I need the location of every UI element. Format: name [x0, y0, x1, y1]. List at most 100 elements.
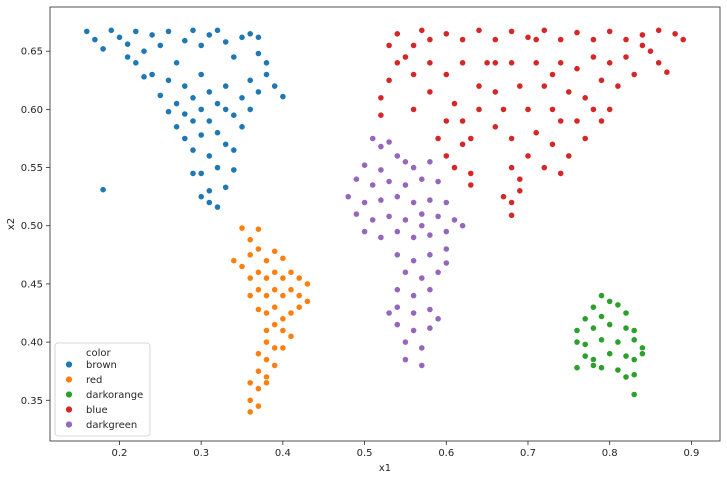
point-darkgreen [401, 158, 409, 166]
legend-entry-red: red [86, 375, 102, 386]
point-brown [205, 198, 213, 207]
point-blue [597, 76, 606, 84]
point-red [262, 274, 271, 282]
point-brown [181, 110, 189, 118]
point-blue [655, 26, 663, 34]
point-red [295, 274, 303, 282]
point-blue [458, 59, 467, 67]
point-blue [540, 164, 548, 172]
point-red [271, 268, 279, 276]
plot-frame [49, 6, 721, 442]
point-blue [450, 100, 459, 108]
point-red [238, 224, 246, 232]
point-blue [475, 26, 483, 34]
point-blue [524, 152, 532, 160]
point-blue [499, 193, 508, 201]
point-blue [442, 117, 450, 125]
point-red [287, 309, 295, 317]
point-red [279, 315, 287, 323]
point-blue [491, 35, 499, 44]
point-darkgreen [409, 198, 418, 207]
point-red [246, 251, 254, 259]
plot-area [50, 7, 720, 441]
point-blue [491, 59, 499, 67]
point-blue [426, 59, 434, 67]
point-blue [491, 123, 499, 131]
point-brown [189, 26, 197, 34]
point-brown [148, 70, 156, 79]
point-darkgreen [409, 233, 418, 241]
point-darkorange [606, 320, 614, 329]
point-brown [189, 117, 197, 125]
point-blue [401, 53, 409, 61]
point-blue [393, 59, 401, 67]
point-blue [573, 28, 581, 37]
point-brown [197, 131, 205, 139]
point-darkgreen [393, 228, 401, 236]
point-red [262, 309, 271, 317]
point-darkgreen [393, 286, 401, 294]
point-brown [205, 117, 213, 125]
point-darkorange [597, 336, 606, 344]
point-red [262, 257, 271, 265]
point-blue [573, 117, 581, 125]
point-darkgreen [418, 274, 426, 282]
point-brown [189, 94, 197, 102]
point-blue [557, 35, 565, 44]
point-brown [124, 53, 132, 61]
point-darkgreen [352, 210, 360, 218]
point-red [246, 274, 254, 282]
point-blue [516, 187, 524, 195]
point-darkgreen [393, 152, 401, 160]
point-blue [663, 68, 671, 76]
x-tick-label: 0.9 [683, 448, 699, 459]
point-red [254, 350, 262, 358]
point-blue [606, 105, 614, 114]
point-darkgreen [450, 216, 459, 224]
point-darkgreen [409, 291, 418, 300]
point-blue [409, 41, 418, 50]
point-red [254, 305, 262, 314]
point-darkgreen [418, 222, 426, 230]
point-darkgreen [385, 138, 393, 146]
point-red [262, 355, 271, 364]
x-tick-label: 0.5 [357, 448, 373, 459]
point-darkgreen [360, 228, 369, 236]
point-brown [132, 27, 140, 35]
point-darkorange [614, 366, 622, 374]
point-brown [254, 33, 262, 41]
point-brown [222, 183, 230, 191]
point-brown [205, 31, 213, 39]
point-brown [181, 134, 189, 143]
point-darkorange [573, 326, 581, 335]
point-blue [565, 88, 573, 96]
point-brown [238, 94, 246, 102]
point-blue [507, 164, 516, 172]
point-blue [557, 117, 565, 125]
y-tick-label: 0.40 [21, 338, 43, 349]
point-brown [197, 169, 205, 177]
point-blue [679, 35, 687, 44]
point-darkgreen [377, 143, 385, 151]
point-darkorange [573, 364, 581, 372]
point-blue [507, 198, 516, 207]
point-blue [557, 169, 565, 177]
point-red [271, 286, 279, 294]
point-blue [630, 70, 638, 79]
point-brown [189, 169, 197, 177]
point-blue [385, 76, 393, 84]
point-brown [230, 146, 238, 154]
point-brown [246, 76, 254, 84]
point-darkgreen [401, 216, 409, 224]
point-brown [205, 187, 213, 195]
point-darkgreen [442, 259, 450, 267]
point-blue [409, 105, 418, 114]
point-brown [246, 30, 254, 38]
point-blue [532, 35, 540, 44]
point-brown [205, 152, 213, 160]
point-blue [458, 35, 467, 44]
point-brown [262, 59, 271, 67]
point-darkorange [606, 350, 614, 358]
point-blue [507, 211, 516, 219]
